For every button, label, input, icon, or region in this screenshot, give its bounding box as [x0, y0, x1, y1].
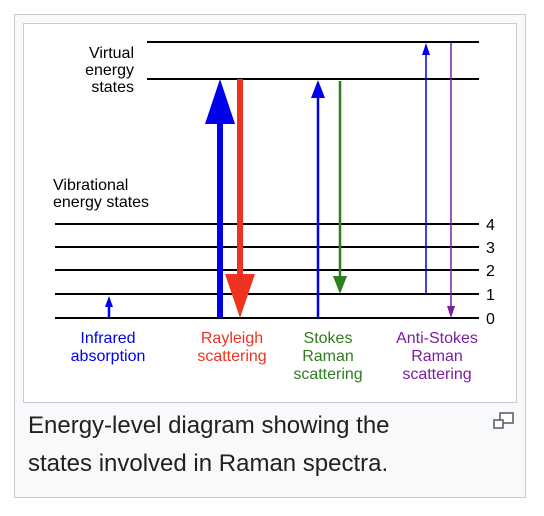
enlarge-icon-glyph — [493, 412, 514, 429]
virtual-label-line-2: energy — [85, 62, 134, 79]
anti-stokes-excitation-arrow — [422, 43, 430, 294]
stokes-label: Stokes Raman scattering — [293, 330, 362, 383]
stokes-label-line-1: Stokes — [304, 330, 353, 347]
rayleigh-label: Rayleigh scattering — [197, 330, 266, 365]
stokes-excitation-arrow — [311, 80, 325, 318]
infrared-label: Infrared absorption — [71, 330, 146, 365]
raman-energy-diagram: Virtual energy states Vibrational energy… — [53, 41, 495, 383]
anti-stokes-label-line-2: Raman — [411, 348, 463, 365]
rayleigh-excitation-arrow — [205, 79, 235, 318]
infrared-label-line-1: Infrared — [80, 330, 135, 347]
anti-stokes-emission-arrow — [447, 43, 455, 318]
rayleigh-emission-arrow — [225, 79, 255, 318]
vibrational-label-line-1: Vibrational — [53, 177, 128, 194]
level-number-1: 1 — [486, 287, 495, 304]
infrared-absorption-arrow — [105, 296, 113, 318]
level-number-4: 4 — [486, 217, 495, 234]
anti-stokes-label: Anti-Stokes Raman scattering — [396, 330, 478, 383]
stokes-emission-arrow — [333, 81, 347, 294]
figure-image[interactable]: Virtual energy states Vibrational energy… — [23, 23, 517, 403]
rayleigh-label-line-2: scattering — [197, 348, 266, 365]
anti-stokes-label-line-1: Anti-Stokes — [396, 330, 478, 347]
virtual-label-line-3: states — [91, 79, 134, 96]
vibrational-label-line-2: energy states — [53, 194, 149, 211]
figure-thumbnail: Virtual energy states Vibrational energy… — [14, 14, 526, 498]
level-number-3: 3 — [486, 240, 495, 257]
figure-caption: Energy-level diagram showing the states … — [28, 412, 390, 477]
rayleigh-label-line-1: Rayleigh — [201, 330, 263, 347]
anti-stokes-label-line-3: scattering — [402, 366, 471, 383]
level-number-2: 2 — [486, 263, 495, 280]
stokes-label-line-2: Raman — [302, 348, 354, 365]
level-number-0: 0 — [486, 311, 495, 328]
infrared-label-line-2: absorption — [71, 348, 146, 365]
virtual-label-line-1: Virtual — [89, 45, 134, 62]
enlarge-icon[interactable] — [493, 412, 515, 430]
stokes-label-line-3: scattering — [293, 366, 362, 383]
